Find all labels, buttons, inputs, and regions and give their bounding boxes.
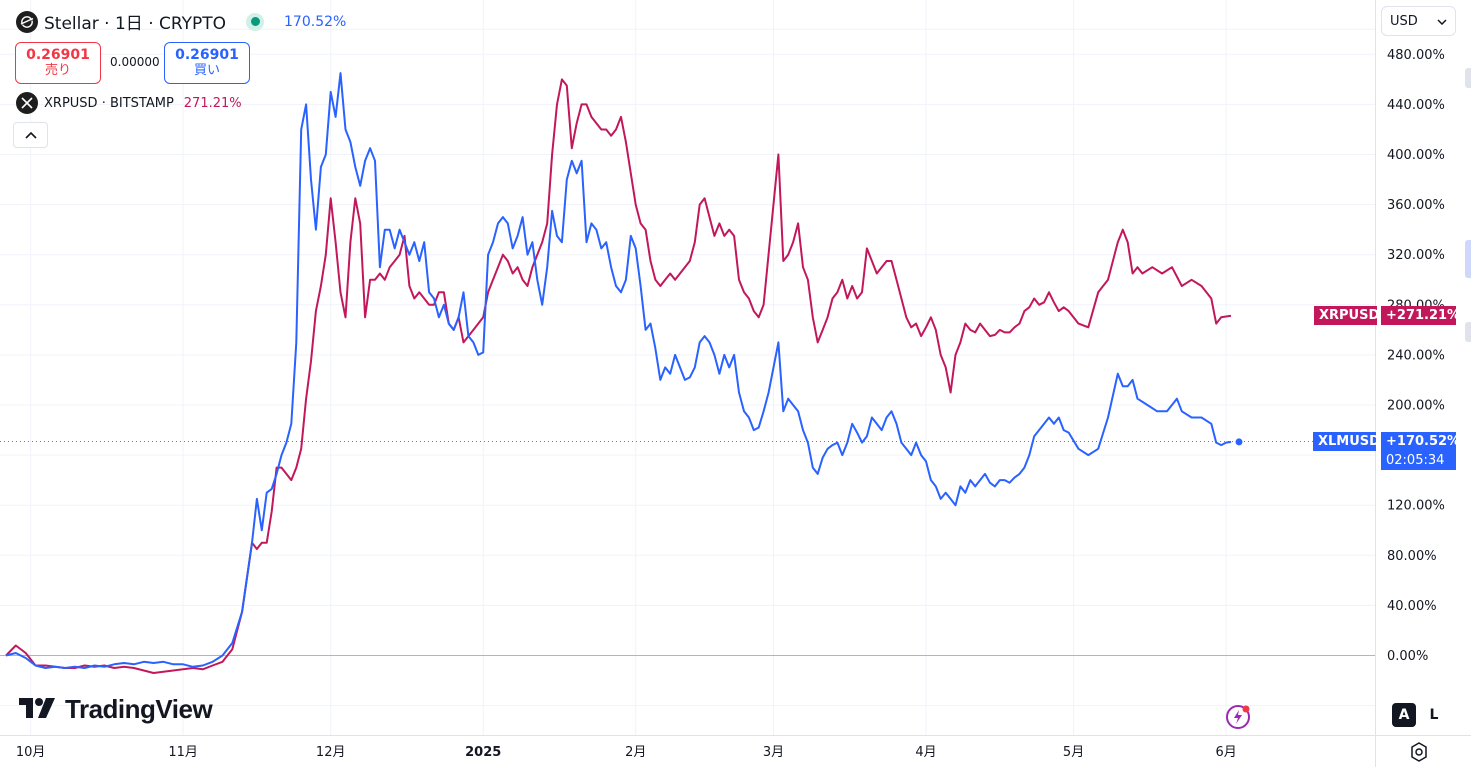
xlm-name-tag: XLMUSD	[1313, 432, 1380, 451]
main-change: 170.52%	[284, 13, 347, 30]
chevron-up-icon	[24, 128, 37, 142]
side-panel-tab[interactable]	[1465, 68, 1471, 88]
symbol-title[interactable]: Stellar · 1日 · CRYPTO	[44, 14, 227, 34]
tradingview-mark-icon	[19, 696, 57, 724]
y-tick-label: 440.00%	[1387, 98, 1445, 113]
series-line-xrpusd	[5, 78, 1232, 674]
xrp-value-tag: +271.21%	[1381, 306, 1460, 325]
y-tick-label: 240.00%	[1387, 348, 1445, 363]
x-tick-label: 10月	[16, 745, 46, 760]
compare-symbol: XRPUSD · BITSTAMP	[44, 95, 174, 111]
xrp-name-tag: XRPUSD	[1314, 306, 1379, 325]
xlm-last-point	[1235, 438, 1243, 446]
spread-value: 0.00000	[110, 55, 160, 69]
series-line-xlmusd	[5, 72, 1232, 669]
buy-price: 0.26901	[175, 47, 239, 63]
y-tick-label: 200.00%	[1387, 399, 1445, 414]
y-tick-label: 400.00%	[1387, 148, 1445, 163]
sell-button[interactable]: 0.26901 売り	[15, 42, 101, 84]
side-panel-tab-2[interactable]	[1465, 322, 1471, 342]
xlm-value-tag: +170.52%	[1381, 432, 1460, 451]
compare-legend[interactable]: XRPUSD · BITSTAMP 271.21%	[16, 92, 242, 114]
x-tick-label: 2025	[465, 745, 501, 760]
y-tick-label: 360.00%	[1387, 198, 1445, 213]
currency-select[interactable]: USD	[1381, 6, 1456, 36]
y-tick-label: 40.00%	[1387, 599, 1437, 614]
x-tick-label: 2月	[625, 745, 646, 760]
chevron-down-icon	[1437, 14, 1447, 29]
time-axis[interactable]: 10月 11月 12月 2025 2月 3月 4月 5月 6月	[16, 745, 1237, 760]
currency-value: USD	[1390, 13, 1418, 29]
x-tick-label: 12月	[316, 745, 346, 760]
x-tick-label: 5月	[1063, 745, 1084, 760]
auto-scale-button[interactable]: A	[1392, 703, 1416, 727]
y-tick-label: 320.00%	[1387, 248, 1445, 263]
x-tick-label: 3月	[763, 745, 784, 760]
buy-label: 買い	[193, 63, 220, 78]
stellar-logo-icon	[16, 10, 38, 33]
y-tick-label: 80.00%	[1387, 549, 1437, 564]
log-scale-button[interactable]: L	[1422, 703, 1446, 727]
x-tick-label: 6月	[1215, 745, 1236, 760]
y-tick-label: 120.00%	[1387, 499, 1445, 514]
xrp-logo-icon	[16, 92, 38, 114]
sell-label: 売り	[44, 63, 71, 78]
bar-countdown: 02:05:34	[1381, 451, 1456, 470]
sell-price: 0.26901	[26, 47, 90, 63]
y-tick-label: 480.00%	[1387, 48, 1445, 63]
collapse-legend-button[interactable]	[13, 122, 48, 148]
compare-change: 271.21%	[183, 95, 242, 111]
main-legend: Stellar · 1日 · CRYPTO 170.52%	[16, 9, 346, 34]
tradingview-logo[interactable]: TradingView	[19, 694, 213, 725]
logo-text: TradingView	[65, 694, 213, 724]
buy-button[interactable]: 0.26901 買い	[164, 42, 250, 84]
series-lines	[5, 72, 1232, 674]
market-status-dot-icon	[246, 12, 265, 31]
x-tick-label: 4月	[915, 745, 936, 760]
chart-grid	[0, 0, 1375, 735]
y-tick-label: 0.00%	[1387, 649, 1428, 664]
flash-news-icon[interactable]	[1225, 704, 1251, 730]
settings-gear-icon[interactable]	[1408, 741, 1430, 763]
side-panel-tab-active[interactable]	[1465, 240, 1471, 278]
x-tick-label: 11月	[168, 745, 198, 760]
price-axis[interactable]: 0.00%40.00%80.00%120.00%160.00%200.00%24…	[1387, 48, 1445, 664]
